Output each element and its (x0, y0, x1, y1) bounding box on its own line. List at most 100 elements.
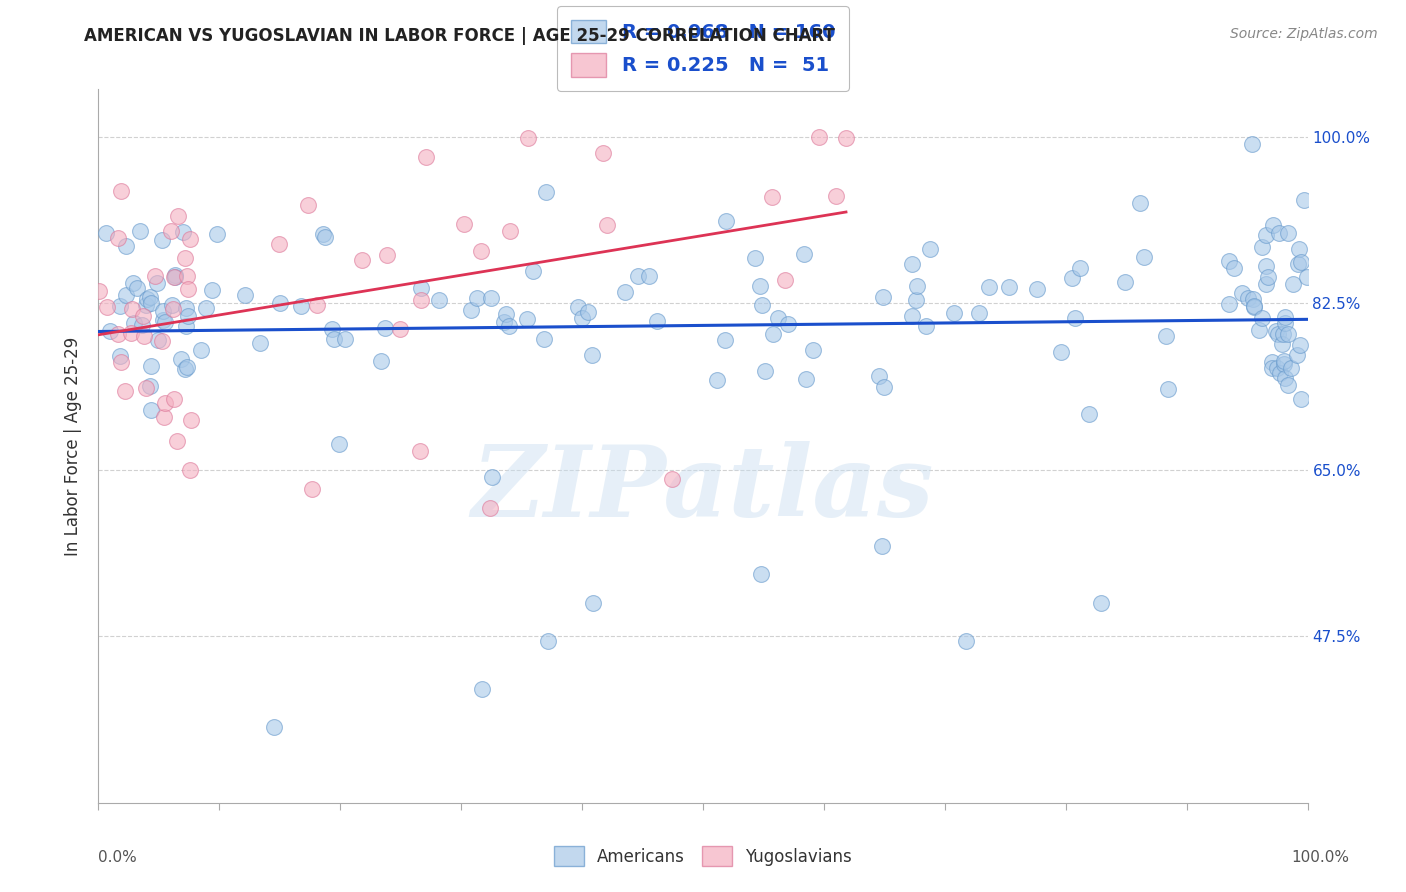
Point (115, 239, 138, 253)
Point (263, 720, 285, 734)
Point (87, 284, 110, 298)
Point (1274, 371, 1296, 385)
Point (997, 280, 1019, 294)
Point (614, 285, 637, 299)
Point (571, 310, 593, 325)
Point (314, 230, 336, 244)
Point (901, 309, 924, 323)
Point (131, 318, 153, 332)
Point (1218, 253, 1240, 268)
Point (1277, 378, 1299, 392)
Point (1295, 269, 1317, 284)
Point (152, 304, 174, 318)
Point (1271, 326, 1294, 341)
Point (495, 307, 517, 321)
Point (150, 233, 173, 247)
Point (132, 329, 155, 343)
Point (135, 381, 157, 395)
Point (1261, 361, 1284, 376)
Text: ZIPatlas: ZIPatlas (472, 441, 934, 537)
Point (307, 298, 329, 312)
Point (1250, 240, 1272, 254)
Point (943, 306, 966, 320)
Point (567, 301, 589, 315)
Point (174, 301, 197, 315)
Point (333, 332, 356, 346)
Point (1267, 361, 1289, 376)
Point (794, 372, 817, 386)
Point (1256, 228, 1278, 243)
Point (1129, 196, 1152, 211)
Point (1277, 226, 1299, 240)
Point (145, 276, 167, 290)
Point (534, 186, 557, 200)
Point (323, 332, 346, 346)
Point (751, 298, 773, 312)
Point (180, 413, 202, 427)
Legend: Americans, Yugoslavians: Americans, Yugoslavians (547, 839, 859, 873)
Point (163, 269, 186, 284)
Point (1247, 323, 1270, 337)
Point (1277, 327, 1299, 342)
Point (129, 225, 152, 239)
Point (152, 409, 174, 424)
Point (297, 198, 319, 212)
Point (1265, 324, 1288, 338)
Point (163, 268, 186, 282)
Point (174, 362, 197, 376)
Point (389, 322, 412, 336)
Point (498, 318, 520, 333)
Point (107, 326, 129, 341)
Point (135, 298, 157, 312)
Point (94, 226, 117, 240)
Point (107, 231, 129, 245)
Point (176, 309, 198, 323)
Point (1241, 293, 1264, 307)
Point (269, 296, 291, 310)
Point (773, 273, 796, 287)
Point (478, 500, 501, 515)
Point (1090, 596, 1112, 610)
Point (627, 269, 650, 284)
Point (1286, 348, 1309, 362)
Point (1268, 366, 1291, 380)
Point (132, 310, 155, 324)
Point (1218, 296, 1240, 310)
Point (114, 384, 136, 399)
Point (170, 351, 193, 366)
Point (163, 392, 186, 406)
Point (1294, 194, 1316, 208)
Point (1279, 361, 1302, 376)
Point (1069, 261, 1091, 276)
Point (249, 335, 271, 350)
Point (582, 596, 605, 610)
Point (233, 288, 256, 302)
Point (139, 379, 162, 393)
Point (374, 321, 396, 335)
Point (1274, 310, 1296, 325)
Text: 100.0%: 100.0% (1292, 850, 1350, 865)
Point (174, 251, 197, 265)
Point (176, 359, 198, 374)
Point (166, 209, 188, 223)
Point (1271, 337, 1294, 351)
Point (165, 270, 187, 285)
Point (135, 292, 157, 306)
Point (1289, 255, 1312, 269)
Point (162, 298, 184, 312)
Point (409, 281, 432, 295)
Point (150, 334, 173, 349)
Point (596, 218, 619, 232)
Point (1026, 282, 1049, 296)
Point (166, 434, 188, 449)
Point (471, 681, 494, 696)
Point (1289, 392, 1312, 407)
Point (122, 277, 145, 291)
Point (115, 288, 138, 302)
Point (905, 279, 928, 293)
Point (328, 436, 350, 450)
Point (638, 268, 661, 283)
Point (301, 482, 323, 496)
Point (122, 317, 145, 331)
Point (143, 269, 166, 284)
